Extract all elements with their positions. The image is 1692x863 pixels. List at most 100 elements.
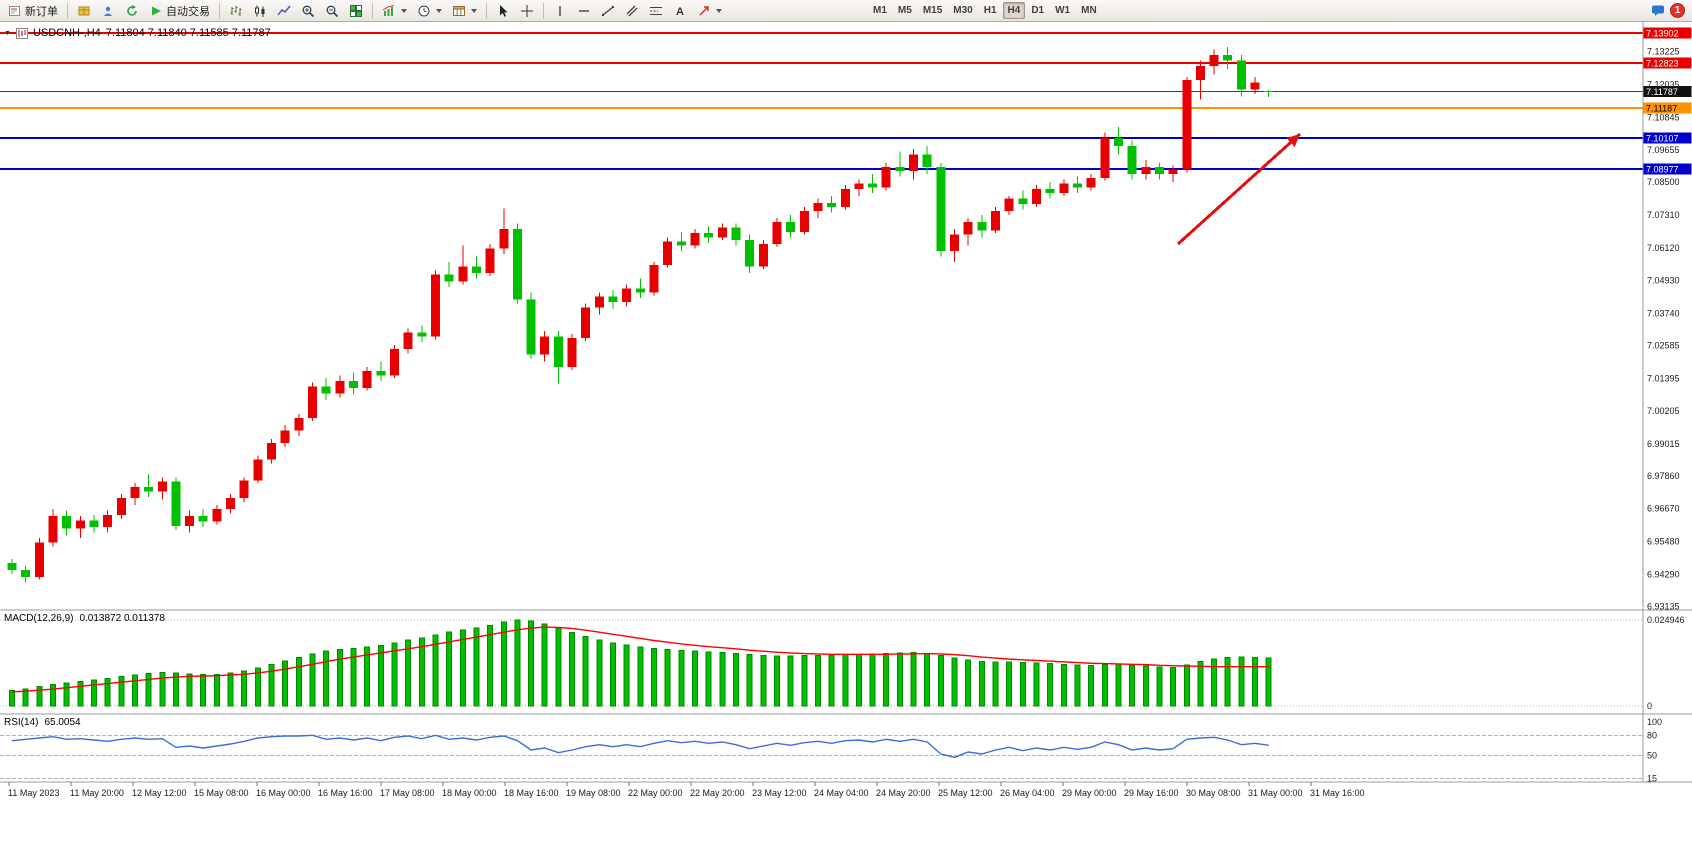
svg-text:18 May 16:00: 18 May 16:00 <box>504 788 559 798</box>
rsi-pane: 100 80 50 15 <box>0 717 1662 784</box>
line-chart-icon <box>277 5 291 15</box>
periods-clock-icon <box>418 5 430 16</box>
svg-text:12 May 12:00: 12 May 12:00 <box>132 788 187 798</box>
rsi-name: RSI(14) <box>4 717 39 728</box>
alerts-icon[interactable] <box>1651 4 1665 17</box>
svg-text:7.13225: 7.13225 <box>1647 47 1680 57</box>
channel-tool-button[interactable] <box>621 1 643 20</box>
svg-text:6.94290: 6.94290 <box>1647 569 1680 579</box>
crosshair-button[interactable] <box>516 1 538 20</box>
timeframe-m1[interactable]: M1 <box>873 5 887 16</box>
timeframe-m15[interactable]: M15 <box>922 5 943 16</box>
svg-text:A: A <box>676 6 684 18</box>
toolbar-separator <box>67 2 68 19</box>
svg-text:6.97860: 6.97860 <box>1647 471 1680 481</box>
indicators-icon <box>382 4 395 16</box>
chart-canvas[interactable]: 7.13225 7.12035 7.10845 7.09655 7.08500 7.073… <box>0 22 1692 863</box>
macd-values: 0.013872 0.011378 <box>79 613 165 624</box>
rsi-indicator-label: RSI(14) 65.0054 <box>4 717 81 728</box>
timeframe-w1[interactable]: W1 <box>1055 5 1071 16</box>
svg-text:7.00205: 7.00205 <box>1647 406 1680 416</box>
notification-badge[interactable]: 1 <box>1670 3 1685 18</box>
pane-separators <box>0 22 1692 783</box>
timeframe-d1[interactable]: D1 <box>1031 5 1045 16</box>
templates-button[interactable] <box>448 1 481 20</box>
new-order-label: 新订单 <box>25 5 58 18</box>
text-tool-button[interactable]: A <box>669 1 691 20</box>
vertical-line-tool-button[interactable] <box>549 1 571 20</box>
svg-text:7.09655: 7.09655 <box>1647 145 1680 155</box>
svg-text:30 May 08:00: 30 May 08:00 <box>1186 788 1241 798</box>
dropdown-arrow-icon <box>401 8 407 13</box>
svg-text:24 May 04:00: 24 May 04:00 <box>814 788 869 798</box>
svg-text:22 May 00:00: 22 May 00:00 <box>628 788 683 798</box>
collapse-arrow-icon[interactable]: ▼ <box>4 29 11 37</box>
toolbar-right-group: 1 <box>1651 3 1688 18</box>
bars-chart-icon <box>230 5 242 16</box>
svg-text:23 May 12:00: 23 May 12:00 <box>752 788 807 798</box>
navigator-button[interactable] <box>97 1 119 20</box>
timeframe-mn[interactable]: MN <box>1081 5 1097 16</box>
svg-text:26 May 04:00: 26 May 04:00 <box>1000 788 1055 798</box>
market-watch-icon <box>78 6 90 15</box>
svg-text:7.01395: 7.01395 <box>1647 373 1680 383</box>
svg-text:6.95480: 6.95480 <box>1647 537 1680 547</box>
time-axis: 11 May 2023 11 May 20:00 12 May 12:00 15 Ma… <box>8 782 1365 798</box>
tile-windows-button[interactable] <box>345 1 367 20</box>
svg-text:29 May 16:00: 29 May 16:00 <box>1124 788 1179 798</box>
svg-text:100: 100 <box>1647 717 1662 727</box>
new-order-button[interactable]: 新订单 <box>4 1 62 20</box>
svg-text:7.10845: 7.10845 <box>1647 112 1680 122</box>
arrows-tool-button[interactable] <box>693 1 726 20</box>
price-axis-badges: 7.13902 7.12823 7.11787 7.11187 7.10107 7.089… <box>1643 27 1692 175</box>
svg-text:7.12823: 7.12823 <box>1646 58 1679 68</box>
svg-text:80: 80 <box>1647 730 1657 740</box>
macd-name: MACD(12,26,9) <box>4 613 74 624</box>
bars-chart-button[interactable] <box>225 1 247 20</box>
dropdown-arrow-icon <box>436 8 442 13</box>
symbol-icon <box>15 27 28 39</box>
refresh-button[interactable] <box>121 1 143 20</box>
timeframe-m5[interactable]: M5 <box>897 5 912 16</box>
svg-text:11 May 20:00: 11 May 20:00 <box>70 788 124 798</box>
trend-arrow-annotation[interactable] <box>1176 132 1302 246</box>
fibonacci-icon <box>650 6 662 15</box>
main-toolbar: 新订单 自动交易 <box>0 0 1692 22</box>
svg-text:50: 50 <box>1647 750 1657 760</box>
price-axis: 7.13225 7.12035 7.10845 7.09655 7.08500 7.073… <box>1647 47 1680 612</box>
level-lines <box>0 31 1643 170</box>
chart-symbol-period: USDCNH-,H4 <box>32 27 101 39</box>
macd-indicator-label: MACD(12,26,9) 0.013872 0.011378 <box>4 613 165 624</box>
timeframe-m30[interactable]: M30 <box>953 5 973 16</box>
cursor-button[interactable] <box>492 1 514 20</box>
fibonacci-tool-button[interactable] <box>645 1 667 20</box>
trendline-tool-button[interactable] <box>597 1 619 20</box>
autotrading-label: 自动交易 <box>166 5 210 18</box>
svg-text:31 May 00:00: 31 May 00:00 <box>1248 788 1303 798</box>
svg-text:7.02585: 7.02585 <box>1647 340 1680 350</box>
svg-text:7.07310: 7.07310 <box>1647 210 1680 220</box>
svg-text:7.04930: 7.04930 <box>1647 276 1680 286</box>
autotrading-button[interactable]: 自动交易 <box>145 1 214 20</box>
svg-text:17 May 08:00: 17 May 08:00 <box>380 788 435 798</box>
tile-windows-icon <box>350 4 362 17</box>
chart-window[interactable]: 7.13225 7.12035 7.10845 7.09655 7.08500 7.073… <box>0 22 1692 863</box>
candlestick-chart-button[interactable] <box>249 1 271 20</box>
dropdown-arrow-icon <box>716 8 722 13</box>
horizontal-line-tool-button[interactable] <box>573 1 595 20</box>
svg-text:7.11787: 7.11787 <box>1646 87 1678 97</box>
periods-button[interactable] <box>413 1 446 20</box>
indicators-button[interactable] <box>378 1 411 20</box>
svg-text:6.93135: 6.93135 <box>1647 601 1680 611</box>
svg-text:29 May 00:00: 29 May 00:00 <box>1062 788 1117 798</box>
svg-text:7.10107: 7.10107 <box>1646 133 1679 143</box>
market-watch-button[interactable] <box>73 1 95 20</box>
svg-text:19 May 08:00: 19 May 08:00 <box>566 788 621 798</box>
line-chart-button[interactable] <box>273 1 295 20</box>
zoom-in-button[interactable] <box>297 1 319 20</box>
svg-text:15: 15 <box>1647 774 1657 784</box>
timeframe-h1[interactable]: H1 <box>983 5 997 16</box>
zoom-out-button[interactable] <box>321 1 343 20</box>
macd-pane: 0.024946 0 <box>0 615 1685 711</box>
timeframe-h4[interactable]: H4 <box>1002 2 1026 19</box>
